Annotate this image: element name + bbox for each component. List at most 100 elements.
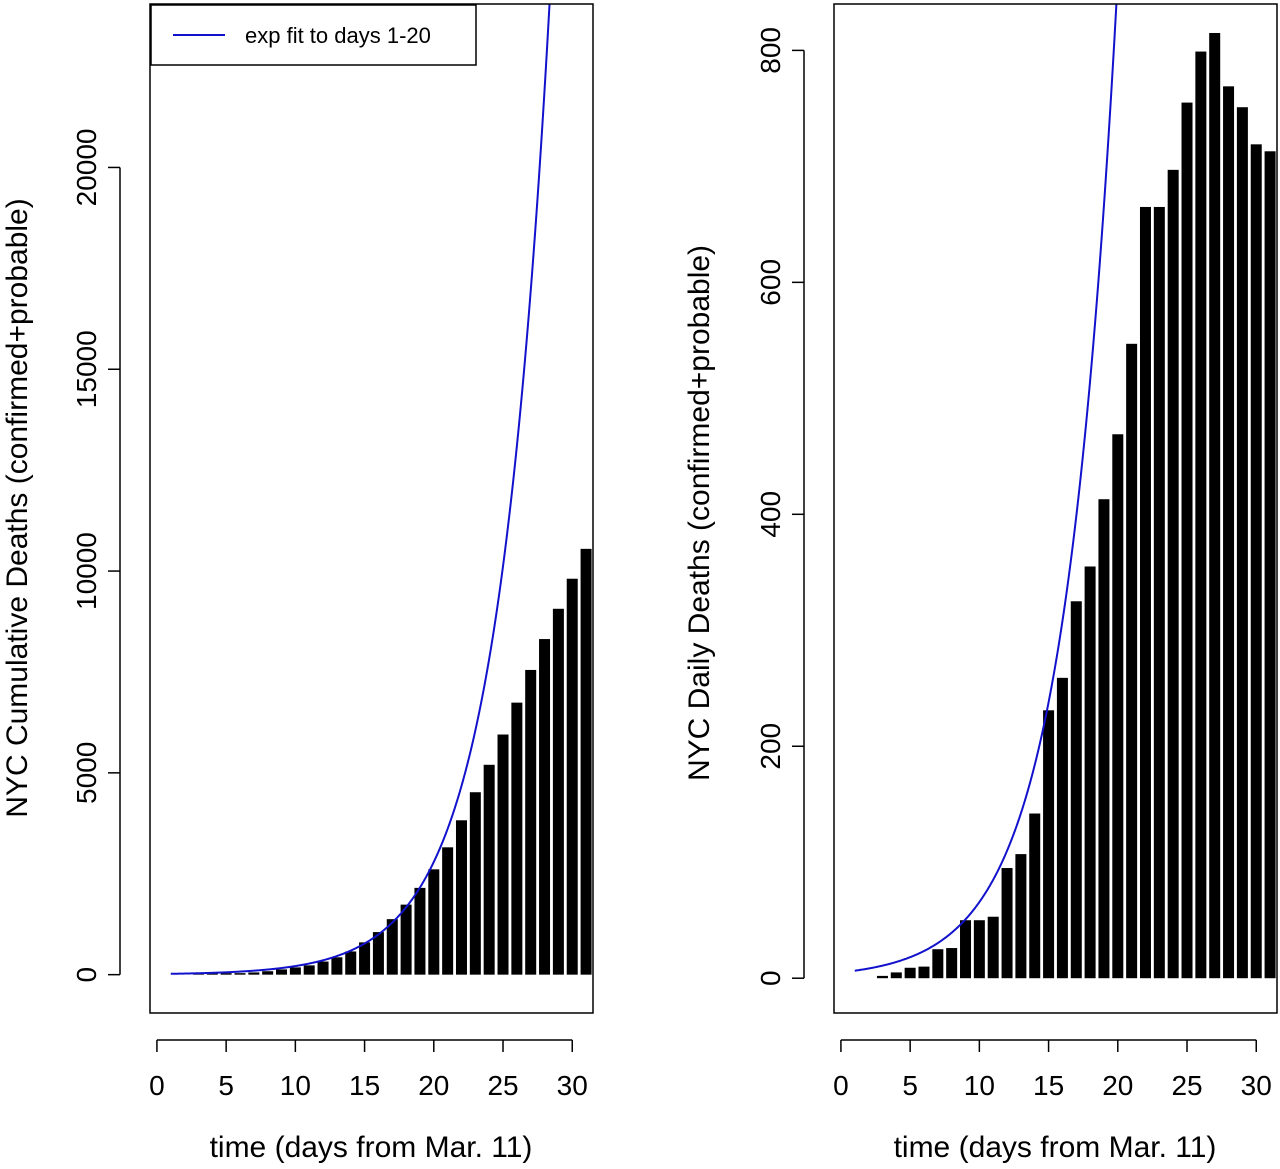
y-tick-label: 0 bbox=[755, 970, 786, 986]
bar bbox=[1070, 601, 1082, 979]
y-tick-label: 400 bbox=[755, 491, 786, 538]
bar bbox=[317, 961, 329, 975]
bar bbox=[289, 967, 301, 975]
bar bbox=[932, 949, 944, 979]
bar bbox=[206, 973, 218, 975]
bar bbox=[483, 764, 495, 975]
x-tick-label: 5 bbox=[218, 1070, 234, 1101]
legend: exp fit to days 1-20 bbox=[150, 4, 477, 66]
bar bbox=[469, 792, 481, 975]
bar bbox=[331, 957, 343, 975]
cumulative-bars bbox=[192, 548, 592, 975]
exp-fit-line bbox=[170, 4, 551, 975]
y-tick-label: 10000 bbox=[71, 532, 102, 610]
y-tick-label: 800 bbox=[755, 27, 786, 74]
bar bbox=[1153, 206, 1165, 979]
bar bbox=[1264, 151, 1276, 979]
bar bbox=[1098, 499, 1110, 979]
bar bbox=[386, 919, 398, 975]
x-axis-title: time (days from Mar. 11) bbox=[894, 1131, 1217, 1164]
bar bbox=[973, 920, 985, 979]
y-tick-label: 15000 bbox=[71, 330, 102, 408]
bar bbox=[987, 916, 999, 979]
x-tick-label: 20 bbox=[1102, 1070, 1133, 1101]
bar bbox=[428, 869, 440, 975]
fit-line-group bbox=[854, 4, 1118, 972]
bar bbox=[220, 973, 232, 975]
bar bbox=[946, 948, 958, 979]
bar bbox=[1236, 107, 1248, 979]
x-tick-label: 0 bbox=[149, 1070, 165, 1101]
bar bbox=[904, 967, 916, 979]
bar bbox=[1043, 710, 1055, 979]
daily-deaths-panel: 0 5 10 15 20 25 30 0 200 400 600 800 time (days fr… bbox=[683, 3, 1278, 1164]
x-tick-label: 30 bbox=[1241, 1070, 1272, 1101]
y-tick-label: 0 bbox=[71, 967, 102, 983]
y-tick-label: 200 bbox=[755, 723, 786, 770]
y-axis: 0 5000 10000 15000 20000 bbox=[71, 129, 121, 983]
bar bbox=[1001, 868, 1013, 979]
y-axis-title: NYC Daily Deaths (confirmed+probable) bbox=[683, 245, 716, 781]
bar bbox=[262, 971, 274, 975]
bar bbox=[345, 951, 357, 975]
bar bbox=[1209, 32, 1221, 979]
bar bbox=[960, 920, 972, 979]
bar bbox=[890, 972, 902, 979]
bar bbox=[566, 578, 578, 975]
bar bbox=[539, 639, 551, 975]
x-tick-label: 20 bbox=[418, 1070, 449, 1101]
y-tick-label: 600 bbox=[755, 259, 786, 306]
x-axis: 0 5 10 15 20 25 30 bbox=[833, 1039, 1272, 1101]
bar bbox=[1015, 854, 1027, 979]
x-tick-label: 0 bbox=[833, 1070, 849, 1101]
y-axis: 0 200 400 600 800 bbox=[755, 27, 805, 986]
x-tick-label: 15 bbox=[349, 1070, 380, 1101]
legend-box bbox=[150, 4, 477, 66]
bar bbox=[442, 847, 454, 975]
bar bbox=[876, 975, 888, 979]
y-axis-title: NYC Cumulative Deaths (confirmed+probabl… bbox=[1, 198, 34, 817]
bar bbox=[1250, 144, 1262, 979]
bar bbox=[1126, 343, 1138, 979]
plot-frame bbox=[833, 3, 1278, 1014]
plot-frame bbox=[149, 3, 594, 1014]
bar bbox=[525, 669, 537, 975]
bar bbox=[1139, 206, 1151, 979]
bar bbox=[1084, 566, 1096, 979]
bar bbox=[455, 820, 467, 975]
bar bbox=[276, 969, 288, 975]
bar bbox=[1112, 434, 1124, 979]
bar bbox=[1167, 169, 1179, 979]
x-axis: 0 5 10 15 20 25 30 bbox=[149, 1039, 588, 1101]
bar bbox=[234, 973, 246, 975]
x-tick-label: 30 bbox=[557, 1070, 588, 1101]
bar bbox=[248, 972, 260, 975]
bar bbox=[497, 734, 509, 975]
bar bbox=[552, 608, 564, 975]
bar bbox=[511, 702, 523, 975]
x-tick-label: 25 bbox=[1171, 1070, 1202, 1101]
bar bbox=[1195, 51, 1207, 979]
bar bbox=[400, 904, 412, 975]
x-tick-label: 10 bbox=[280, 1070, 311, 1101]
bar bbox=[303, 965, 315, 975]
x-tick-label: 5 bbox=[902, 1070, 918, 1101]
exp-fit-line bbox=[854, 4, 1118, 972]
cumulative-deaths-panel: 0 5 10 15 20 25 30 0 5000 10000 15000 20000 time (… bbox=[1, 3, 594, 1164]
daily-bars bbox=[876, 32, 1276, 979]
bar bbox=[372, 932, 384, 975]
x-tick-label: 25 bbox=[487, 1070, 518, 1101]
x-tick-label: 15 bbox=[1033, 1070, 1064, 1101]
y-tick-label: 20000 bbox=[71, 129, 102, 207]
bar bbox=[1223, 86, 1235, 979]
x-tick-label: 10 bbox=[964, 1070, 995, 1101]
bar bbox=[580, 548, 592, 975]
bar bbox=[1181, 102, 1193, 979]
bar bbox=[414, 887, 426, 975]
bar bbox=[918, 966, 930, 979]
bar bbox=[1029, 813, 1041, 979]
fit-line-group bbox=[170, 4, 551, 975]
x-axis-title: time (days from Mar. 11) bbox=[210, 1131, 533, 1164]
y-tick-label: 5000 bbox=[71, 742, 102, 804]
